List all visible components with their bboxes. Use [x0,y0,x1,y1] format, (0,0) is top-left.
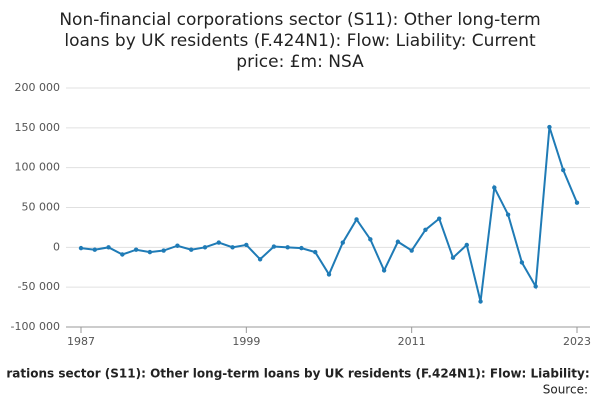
point [202,245,208,250]
point [547,124,552,130]
point [230,245,235,250]
point [492,185,497,190]
point [574,200,580,205]
point [271,244,277,249]
y-tick-label: 50 000 [22,201,61,214]
point [285,245,290,250]
point [120,252,125,257]
point [244,242,249,248]
y-tick-label: 200 000 [15,81,61,94]
point [533,284,538,289]
point [78,245,84,251]
point [161,248,166,253]
point [175,243,180,248]
point [395,239,401,244]
point [505,212,511,217]
y-tick-label: -50 000 [18,280,60,293]
point [437,216,442,221]
y-tick-label: 150 000 [15,121,61,134]
source: Source: [543,383,588,397]
y-tick-label: 100 000 [15,161,61,174]
point [147,249,153,255]
point [561,167,566,173]
x-tick-label: 1987 [67,335,95,348]
point [92,247,97,252]
point [133,247,139,252]
point [299,245,304,251]
point [464,242,469,248]
x-tick-label: 1999 [232,335,260,348]
y-tick-label: 0 [53,240,60,253]
point [381,268,387,273]
point [340,240,345,245]
x-axis-label: rations sector (S11): Other long-term lo… [6,367,589,381]
point [326,272,332,277]
point [216,240,221,245]
point [106,245,111,250]
chart-title: Non-financial corporations sector (S11):… [59,10,540,30]
x-tick-label: 2011 [398,335,426,348]
chart-title: loans by UK residents (F.424N1): Flow: L… [64,31,536,51]
point [409,248,414,253]
chart-title: price: £m: NSA [236,52,364,72]
point [354,217,359,222]
y-tick-label: -100 000 [11,320,60,333]
point [313,249,318,255]
point [519,260,525,265]
x-tick-label: 2023 [563,335,591,348]
point [189,247,194,252]
point [423,227,428,233]
point [257,257,263,262]
point [450,255,456,260]
point [368,237,373,242]
point [478,299,483,304]
